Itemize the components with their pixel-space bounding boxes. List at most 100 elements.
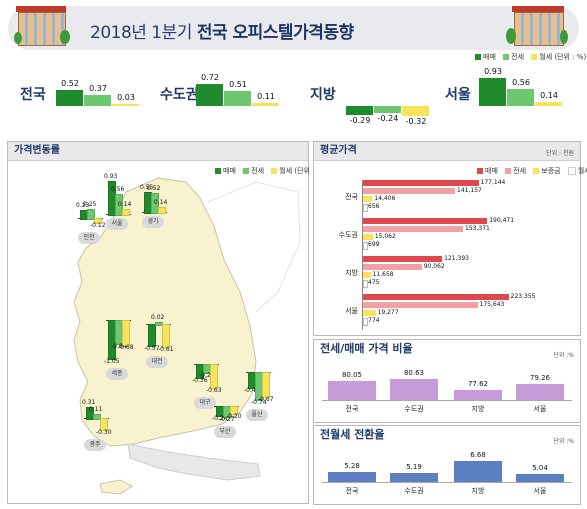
conversion-baseline: [322, 482, 572, 483]
conversion-category-label: 지방: [471, 487, 485, 495]
avg-bar-label: 475: [368, 279, 380, 286]
map-bar-label: -1.05: [104, 357, 120, 365]
region-label: 전국: [20, 87, 46, 103]
summary-bar-label: 0.93: [484, 67, 502, 77]
jeju-shape: [99, 479, 133, 495]
conversion-panel: 전월세 전환율 단위 :% 5.28 전국 5.19 수도권 6.68 지방 5.04 서울: [313, 425, 581, 505]
price-change-title: 가격변동률: [8, 142, 308, 161]
map-city-label: 부산: [214, 425, 236, 438]
conversion-category-label: 수도권: [404, 487, 424, 495]
summary-bar-label: 0.51: [229, 79, 247, 89]
map-bar: [158, 206, 166, 214]
ratio-category-label: 수도권: [404, 405, 424, 413]
map-bar-label: -0.57: [144, 344, 160, 352]
map-legend-wolse: 월세: [279, 167, 293, 175]
map-bar-label: -0.68: [118, 344, 134, 352]
avg-legend: 매매 전세 보증금 월세: [472, 166, 587, 176]
region-label: 지방: [310, 87, 336, 103]
summary-bar-label: 0.72: [201, 73, 219, 83]
summary-bar: [507, 89, 534, 106]
ratio-value-label: 77.62: [467, 379, 489, 388]
avg-bar: [363, 294, 509, 300]
summary-bar: [224, 90, 251, 106]
ratio-category-label: 서울: [533, 405, 547, 413]
conversion-value-label: 5.28: [344, 461, 360, 470]
summary-bar: [252, 102, 279, 106]
avg-legend-sale-swatch: [477, 168, 483, 174]
legend-jeonse: 전세: [511, 53, 525, 61]
avg-category-label: 서울: [345, 307, 358, 315]
map-bar: [86, 406, 94, 420]
region-label: 수도권: [160, 87, 199, 103]
conversion-bar: [328, 471, 376, 482]
conversion-unit: 단위 :%: [553, 438, 574, 445]
avg-bar-label: 223,355: [510, 293, 536, 300]
map-city-label: 인천: [78, 232, 100, 245]
map-bar-layer: 0.23 0.25 -0.12 인천 0.93 0.56 0.14 서울 0.55 0.52 0.1…: [8, 142, 308, 503]
summary-bar: [402, 106, 429, 116]
avg-bar-label: 153,371: [465, 225, 490, 232]
map-bar-label: -0.30: [96, 428, 112, 436]
ratio-value-label: 79.26: [529, 374, 551, 383]
map-bar-label: -0.61: [158, 345, 174, 353]
avg-bar: [363, 272, 371, 278]
summary-bar-label: -0.24: [377, 114, 399, 124]
ratio-baseline: [322, 400, 572, 401]
avg-bar-label: 774: [368, 317, 380, 324]
map-legend: 매매 전세 월세 (단위 : %): [210, 166, 326, 176]
avg-bar-label: 175,643: [479, 301, 505, 308]
conversion-value-label: 6.68: [470, 450, 486, 459]
avg-bar-label: 190,471: [489, 217, 515, 224]
legend-sale: 매매: [483, 53, 496, 61]
avg-bar-label: 141,157: [457, 187, 482, 194]
map-bar: [151, 193, 159, 214]
top-legend: 매매 전세 월세 (단위 : %): [470, 52, 586, 62]
avg-bar: [363, 180, 479, 186]
summary-bar: [535, 101, 562, 106]
page-title: 2018년 1분기 전국 오피스텔가격동향: [90, 23, 354, 43]
summary-bar: [56, 90, 83, 106]
summary-bar: [84, 94, 111, 106]
ratio-value-label: 80.05: [341, 371, 363, 380]
map-bar-label: -0.36: [192, 376, 208, 384]
summary-bar: [374, 106, 401, 114]
ratio-bar: [390, 379, 438, 400]
map-legend-sale: 매매: [223, 167, 236, 175]
conversion-title: 전월세 전환율: [314, 426, 580, 444]
map-legend-jeonse: 전세: [251, 167, 265, 175]
map-bar-label: 0.31: [82, 398, 96, 406]
map-bar-label: 0.56: [111, 185, 125, 193]
map-bar-label: -0.67: [258, 396, 274, 404]
avg-bar: [363, 226, 464, 232]
avg-axis: [362, 180, 363, 330]
conversion-value-label: 5.04: [532, 463, 548, 472]
map-bar-label: 0.11: [89, 406, 103, 414]
map-legend-unit: (단위 : %): [294, 167, 327, 175]
map-bar-label: -0.43: [244, 387, 260, 395]
map-bar: [94, 218, 102, 225]
avg-legend-wolse-swatch: [567, 167, 576, 175]
map-bar: [93, 414, 101, 420]
avg-legend-jeonse: 전세: [513, 167, 527, 175]
avg-bar-label: 699: [368, 241, 380, 248]
conversion-bar: [454, 460, 502, 482]
map-bar: [115, 193, 123, 216]
map-bar-label: -0.74: [251, 398, 267, 406]
ratio-chart: 80.05 전국 80.63 수도권 77.62 지방 79.26 서울: [314, 362, 580, 420]
avg-bar: [363, 264, 422, 270]
map-bar: [162, 324, 170, 348]
map-bar-label: 0.02: [151, 314, 165, 321]
avg-category-label: 전국: [345, 193, 358, 201]
map-legend-wolse-swatch: [271, 168, 278, 174]
avg-bar: [363, 310, 376, 316]
map-bar-label: -0.12: [90, 222, 106, 230]
ratio-title: 전세/매매 가격 비율: [314, 340, 580, 358]
avg-legend-deposit: 보증금: [541, 167, 561, 175]
conversion-category-label: 전국: [345, 487, 359, 495]
avg-bar-label: 656: [368, 203, 380, 210]
avg-category-label: 수도권: [338, 231, 358, 239]
avg-bar: [363, 242, 368, 250]
east-sea-shape: [207, 181, 301, 313]
map-bar: [122, 208, 130, 216]
map-bar-label: -0.24: [212, 414, 228, 422]
